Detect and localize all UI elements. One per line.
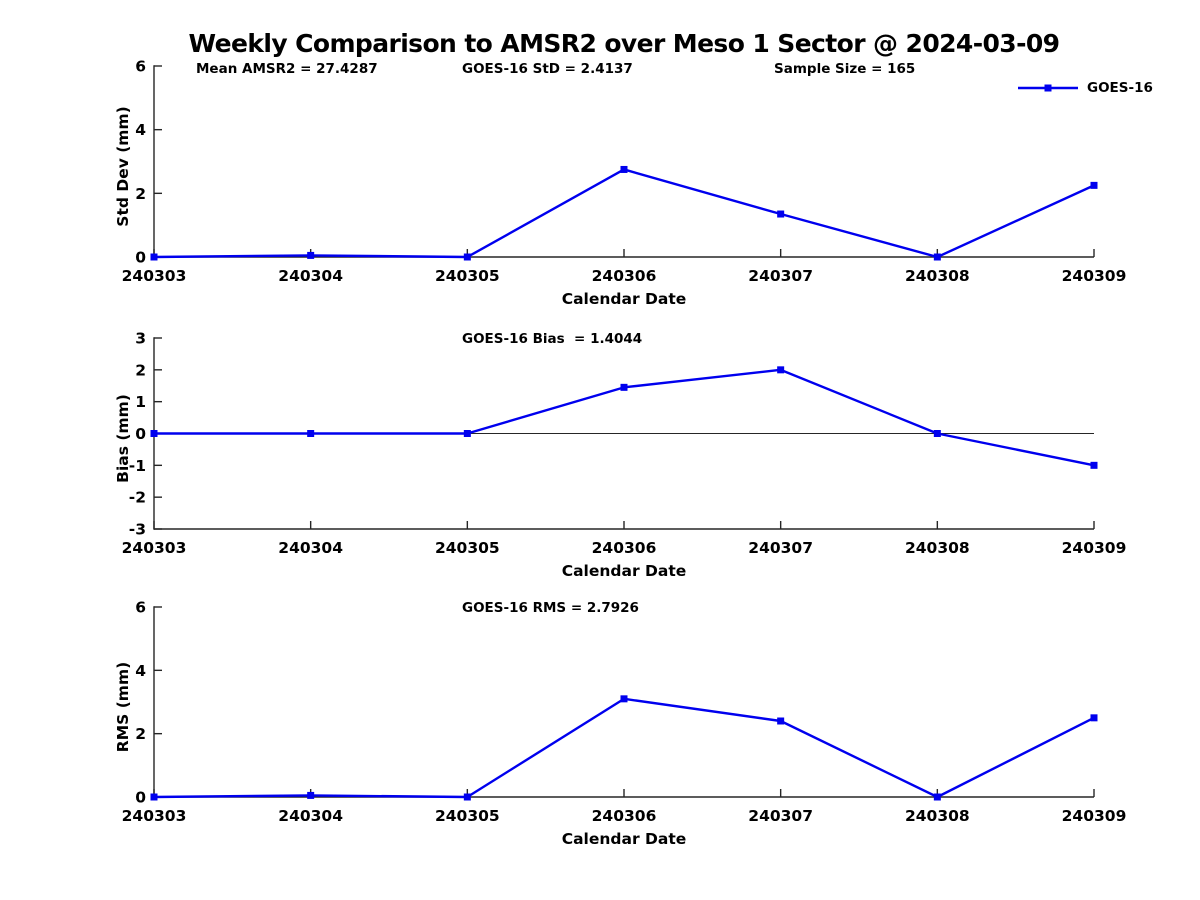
- x-tick-label: 240308: [905, 807, 970, 825]
- data-point-marker: [777, 366, 785, 374]
- legend-line-marker-icon: [1018, 84, 1078, 92]
- y-tick-label: 6: [135, 58, 146, 76]
- y-tick-label: -2: [129, 489, 146, 507]
- annotation-sample-size: Sample Size = 165: [774, 61, 916, 77]
- y-tick-label: 0: [135, 789, 146, 807]
- x-axis-label: Calendar Date: [562, 562, 687, 580]
- y-tick-label: 4: [135, 662, 146, 680]
- data-point-marker: [307, 791, 315, 799]
- data-point-marker: [1090, 181, 1098, 189]
- y-tick-label: 1: [135, 393, 146, 411]
- y-tick-label: -3: [129, 521, 146, 539]
- x-axis-label: Calendar Date: [562, 290, 687, 308]
- annotation-goes16-std: GOES-16 StD = 2.4137: [462, 61, 633, 77]
- x-tick-label: 240305: [435, 539, 500, 557]
- data-point-marker: [307, 251, 315, 259]
- data-point-marker: [620, 695, 628, 703]
- y-tick-label: 2: [135, 185, 146, 203]
- data-point-marker: [1090, 461, 1098, 469]
- data-point-marker: [307, 430, 315, 437]
- x-axis-label: Calendar Date: [562, 830, 687, 848]
- chart-title: Weekly Comparison to AMSR2 over Meso 1 S…: [188, 29, 1061, 58]
- y-axis-label: Bias (mm): [114, 394, 132, 483]
- data-point-marker: [150, 793, 158, 801]
- data-point-marker: [620, 165, 628, 173]
- x-tick-label: 240308: [905, 267, 970, 285]
- y-tick-label: 2: [135, 361, 146, 379]
- x-tick-label: 240306: [592, 539, 657, 557]
- x-tick-label: 240307: [748, 539, 813, 557]
- series-line-goes-16: [153, 168, 1095, 259]
- y-tick-label: 0: [135, 249, 146, 267]
- annotation-goes16-bias: GOES-16 Bias = 1.4044: [462, 331, 643, 347]
- x-tick-label: 240304: [278, 539, 343, 557]
- x-tick-label: 240309: [1062, 539, 1127, 557]
- x-tick-label: 240303: [122, 539, 187, 557]
- x-tick-label: 240304: [278, 807, 343, 825]
- x-tick-label: 240303: [122, 807, 187, 825]
- x-tick-label: 240305: [435, 267, 500, 285]
- x-tick-label: 240307: [748, 267, 813, 285]
- y-tick-label: 4: [135, 121, 146, 139]
- series-line-goes-16: [153, 697, 1095, 799]
- data-point-marker: [933, 793, 941, 801]
- data-point-marker: [463, 793, 471, 801]
- x-tick-label: 240309: [1062, 807, 1127, 825]
- legend: GOES-16: [1016, 80, 1153, 96]
- y-tick-label: 0: [135, 425, 146, 443]
- x-tick-label: 240306: [592, 807, 657, 825]
- legend-label: GOES-16: [1087, 80, 1153, 96]
- y-tick-label: 2: [135, 725, 146, 743]
- y-tick-label: 3: [135, 330, 146, 348]
- data-point-marker: [463, 430, 471, 437]
- x-tick-label: 240308: [905, 539, 970, 557]
- data-point-marker: [150, 430, 158, 437]
- data-point-marker: [150, 253, 158, 261]
- annotation-mean-amsr2: Mean AMSR2 = 27.4287: [196, 61, 378, 77]
- x-tick-label: 240309: [1062, 267, 1127, 285]
- data-point-marker: [933, 253, 941, 261]
- data-point-marker: [777, 210, 785, 218]
- data-point-marker: [777, 717, 785, 725]
- data-point-marker: [463, 253, 471, 261]
- data-point-marker: [620, 383, 628, 391]
- y-axis-label: RMS (mm): [114, 662, 132, 752]
- data-point-marker: [933, 430, 941, 437]
- y-tick-label: 6: [135, 599, 146, 617]
- x-tick-label: 240305: [435, 807, 500, 825]
- x-tick-label: 240303: [122, 267, 187, 285]
- annotation-goes16-rms: GOES-16 RMS = 2.7926: [462, 600, 639, 616]
- y-axis-label: Std Dev (mm): [114, 106, 132, 226]
- x-tick-label: 240306: [592, 267, 657, 285]
- x-tick-label: 240304: [278, 267, 343, 285]
- data-point-marker: [1090, 714, 1098, 722]
- x-tick-label: 240307: [748, 807, 813, 825]
- y-tick-label: -1: [129, 457, 146, 475]
